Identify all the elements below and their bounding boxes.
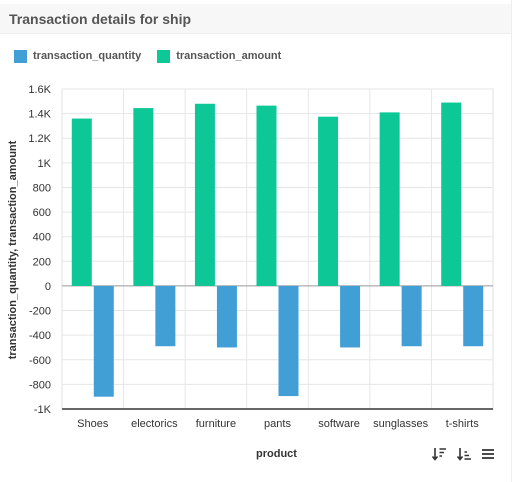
y-tick-label: -1K [34,404,52,416]
y-tick-label: -200 [29,306,51,318]
chart-legend: transaction_quantity transaction_amount [14,48,297,64]
y-tick-label: 1K [38,158,52,170]
bar-transaction-amount [379,112,400,286]
y-axis-title: transaction_quantity, transaction_amount [7,140,19,359]
x-tick-label: furniture [196,418,236,430]
y-tick-label: 800 [33,182,51,194]
sort-ascending-icon[interactable] [456,446,472,462]
plot-area [61,88,494,410]
bar-transaction-quantity [278,285,299,397]
y-tick-label: 400 [33,232,51,244]
bar-transaction-amount [318,116,339,286]
bar-transaction-quantity [216,285,237,348]
legend-item-transaction-amount[interactable]: transaction_amount [157,49,282,63]
x-tick-label: electorics [131,418,178,430]
x-tick-label: sunglasses [373,418,429,430]
bar-transaction-quantity [155,285,176,347]
bar-transaction-amount [256,105,277,286]
y-tick-label: 1.2K [28,133,51,145]
x-tick-label: Shoes [77,418,109,430]
y-tick-label: 200 [33,256,51,268]
x-axis-title: product [256,448,297,460]
chart-title: Transaction details for ship [9,11,192,27]
x-tick-label: software [318,418,360,430]
menu-icon[interactable] [481,447,497,463]
bar-transaction-quantity [401,285,422,347]
bar-transaction-quantity [93,285,114,397]
legend-swatch-quantity [14,49,27,63]
legend-label-amount: transaction_amount [176,50,282,62]
y-tick-label: -800 [29,379,51,391]
bar-transaction-amount [71,118,92,286]
panel-header: Transaction details for ship [0,4,511,34]
legend-swatch-amount [157,49,171,63]
sort-descending-icon[interactable] [431,446,447,462]
y-tick-label: 1.6K [28,84,51,96]
x-tick-label: t-shirts [446,418,480,430]
legend-label-quantity: transaction_quantity [33,50,142,62]
bar-transaction-amount [133,108,154,286]
bar-transaction-amount [194,103,215,286]
y-tick-label: 1.4K [28,109,51,121]
legend-item-transaction-quantity[interactable]: transaction_quantity [14,49,142,63]
y-tick-label: 600 [33,207,51,219]
y-tick-label: 0 [45,281,51,293]
y-tick-label: -600 [29,355,51,367]
bar-transaction-amount [441,102,462,286]
x-tick-label: pants [264,418,291,430]
bar-transaction-quantity [463,285,484,347]
y-tick-label: -400 [29,330,51,342]
bar-transaction-quantity [340,285,361,348]
